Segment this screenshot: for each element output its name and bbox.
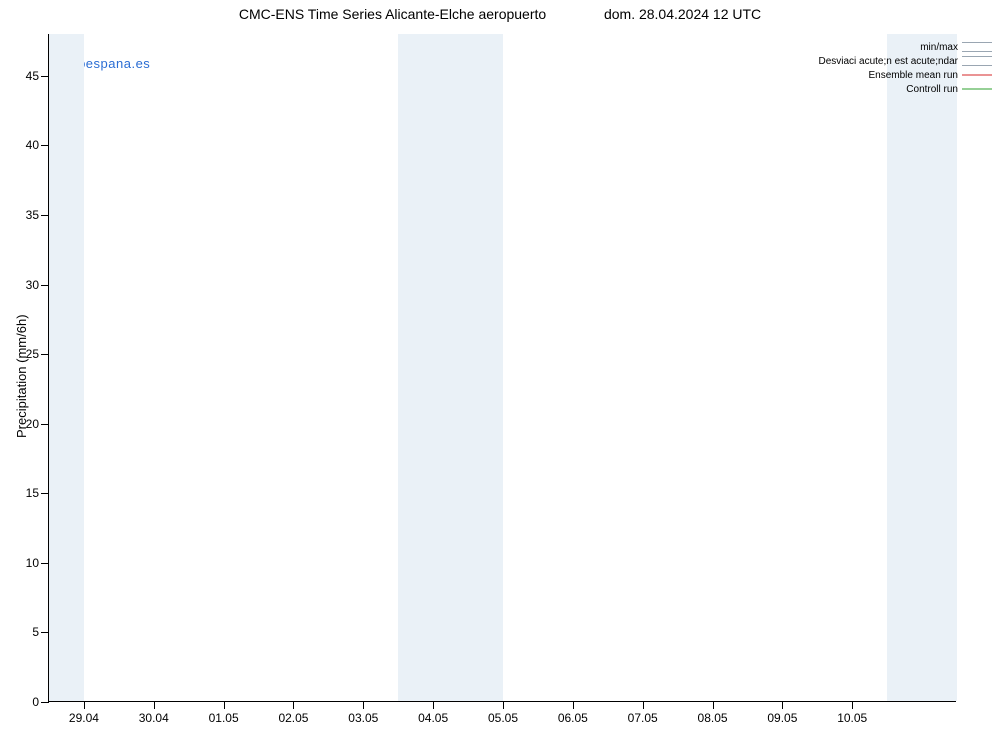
legend-label: Controll run xyxy=(906,84,958,95)
shade-band xyxy=(887,34,957,701)
y-tick-label: 0 xyxy=(32,695,49,709)
y-tick-label: 15 xyxy=(26,486,49,500)
legend-item: min/max xyxy=(818,40,992,54)
legend: min/max Desviaci acute;n est acute;ndar En… xyxy=(818,40,992,96)
x-tick-label: 04.05 xyxy=(418,701,448,725)
y-tick-label: 25 xyxy=(26,347,49,361)
title-left: CMC-ENS Time Series Alicante-Elche aerop… xyxy=(239,6,546,22)
x-tick-label: 02.05 xyxy=(278,701,308,725)
x-tick-label: 01.05 xyxy=(209,701,239,725)
y-tick-label: 20 xyxy=(26,417,49,431)
legend-item: Desviaci acute;n est acute;ndar xyxy=(818,54,992,68)
legend-label: min/max xyxy=(920,42,958,53)
y-tick-label: 30 xyxy=(26,278,49,292)
legend-item: Ensemble mean run xyxy=(818,68,992,82)
shade-band xyxy=(49,34,84,701)
title-right: dom. 28.04.2024 12 UTC xyxy=(604,6,761,22)
y-tick-label: 40 xyxy=(26,138,49,152)
y-tick-label: 5 xyxy=(32,625,49,639)
chart-title: CMC-ENS Time Series Alicante-Elche aerop… xyxy=(0,6,1000,22)
legend-swatch xyxy=(962,70,992,80)
x-tick-label: 06.05 xyxy=(558,701,588,725)
legend-swatch xyxy=(962,42,992,52)
x-tick-label: 08.05 xyxy=(698,701,728,725)
legend-label: Desviaci acute;n est acute;ndar xyxy=(818,56,958,67)
plot-area: 05101520253035404529.0430.0401.0502.0503… xyxy=(48,34,956,702)
x-tick-label: 09.05 xyxy=(767,701,797,725)
legend-swatch xyxy=(962,56,992,66)
y-axis-label: Precipitation (mm/6h) xyxy=(14,314,29,438)
x-tick-label: 29.04 xyxy=(69,701,99,725)
legend-label: Ensemble mean run xyxy=(869,70,959,81)
y-tick-label: 10 xyxy=(26,556,49,570)
legend-item: Controll run xyxy=(818,82,992,96)
x-tick-label: 30.04 xyxy=(139,701,169,725)
legend-swatch xyxy=(962,84,992,94)
x-tick-label: 07.05 xyxy=(628,701,658,725)
shade-band xyxy=(398,34,503,701)
y-tick-label: 45 xyxy=(26,69,49,83)
x-tick-label: 10.05 xyxy=(837,701,867,725)
x-tick-label: 05.05 xyxy=(488,701,518,725)
x-tick-label: 03.05 xyxy=(348,701,378,725)
y-tick-label: 35 xyxy=(26,208,49,222)
